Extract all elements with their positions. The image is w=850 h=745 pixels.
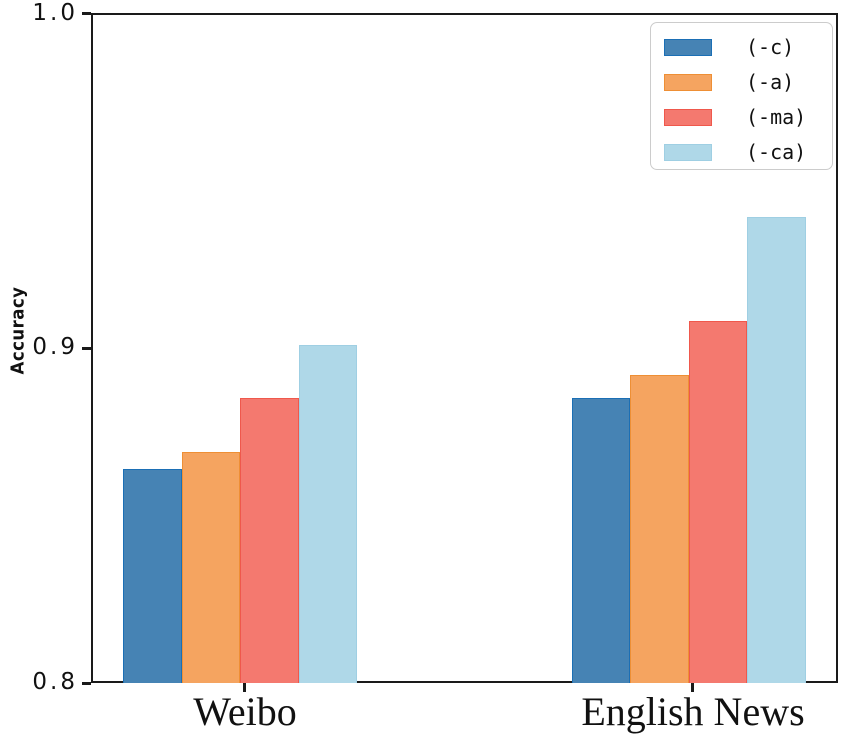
legend: (-c) (-a) (-ma) (-ca): [650, 22, 833, 170]
legend-label: (-ma): [746, 105, 807, 129]
bar-english-news-a: [630, 374, 689, 683]
legend-row: (-ma): [651, 105, 832, 129]
x-category-label-weibo: Weibo: [193, 689, 297, 734]
bar-weibo-a: [181, 451, 241, 683]
y-axis-title: Accuracy: [7, 286, 29, 375]
bar-english-news-ma: [688, 321, 748, 683]
bar-weibo-c: [123, 468, 182, 683]
legend-label: (-a): [746, 70, 795, 94]
legend-swatch-c: [664, 38, 712, 56]
legend-swatch-ca: [664, 143, 712, 161]
legend-row: (-ca): [651, 140, 832, 164]
y-tick-mark: [82, 12, 91, 15]
legend-swatch-a: [664, 73, 712, 91]
y-tick-mark: [82, 682, 91, 685]
y-tick-label: 0.9: [32, 334, 78, 360]
legend-row: (-a): [651, 70, 832, 94]
legend-label: (-c): [746, 35, 795, 59]
bar-english-news-c: [571, 398, 631, 683]
legend-label: (-ca): [746, 140, 807, 164]
bar-english-news-ca: [747, 217, 806, 683]
y-tick-mark: [82, 347, 91, 350]
y-tick-label: 0.8: [32, 669, 78, 695]
x-tick-mark: [691, 683, 694, 692]
legend-row: (-c): [651, 35, 832, 59]
x-category-label-english-news: English News: [581, 689, 805, 734]
legend-swatch-ma: [664, 108, 712, 126]
y-tick-label: 1.0: [32, 0, 78, 26]
x-tick-mark: [243, 683, 246, 692]
bar-weibo-ma: [240, 398, 299, 683]
bar-weibo-ca: [298, 344, 358, 683]
